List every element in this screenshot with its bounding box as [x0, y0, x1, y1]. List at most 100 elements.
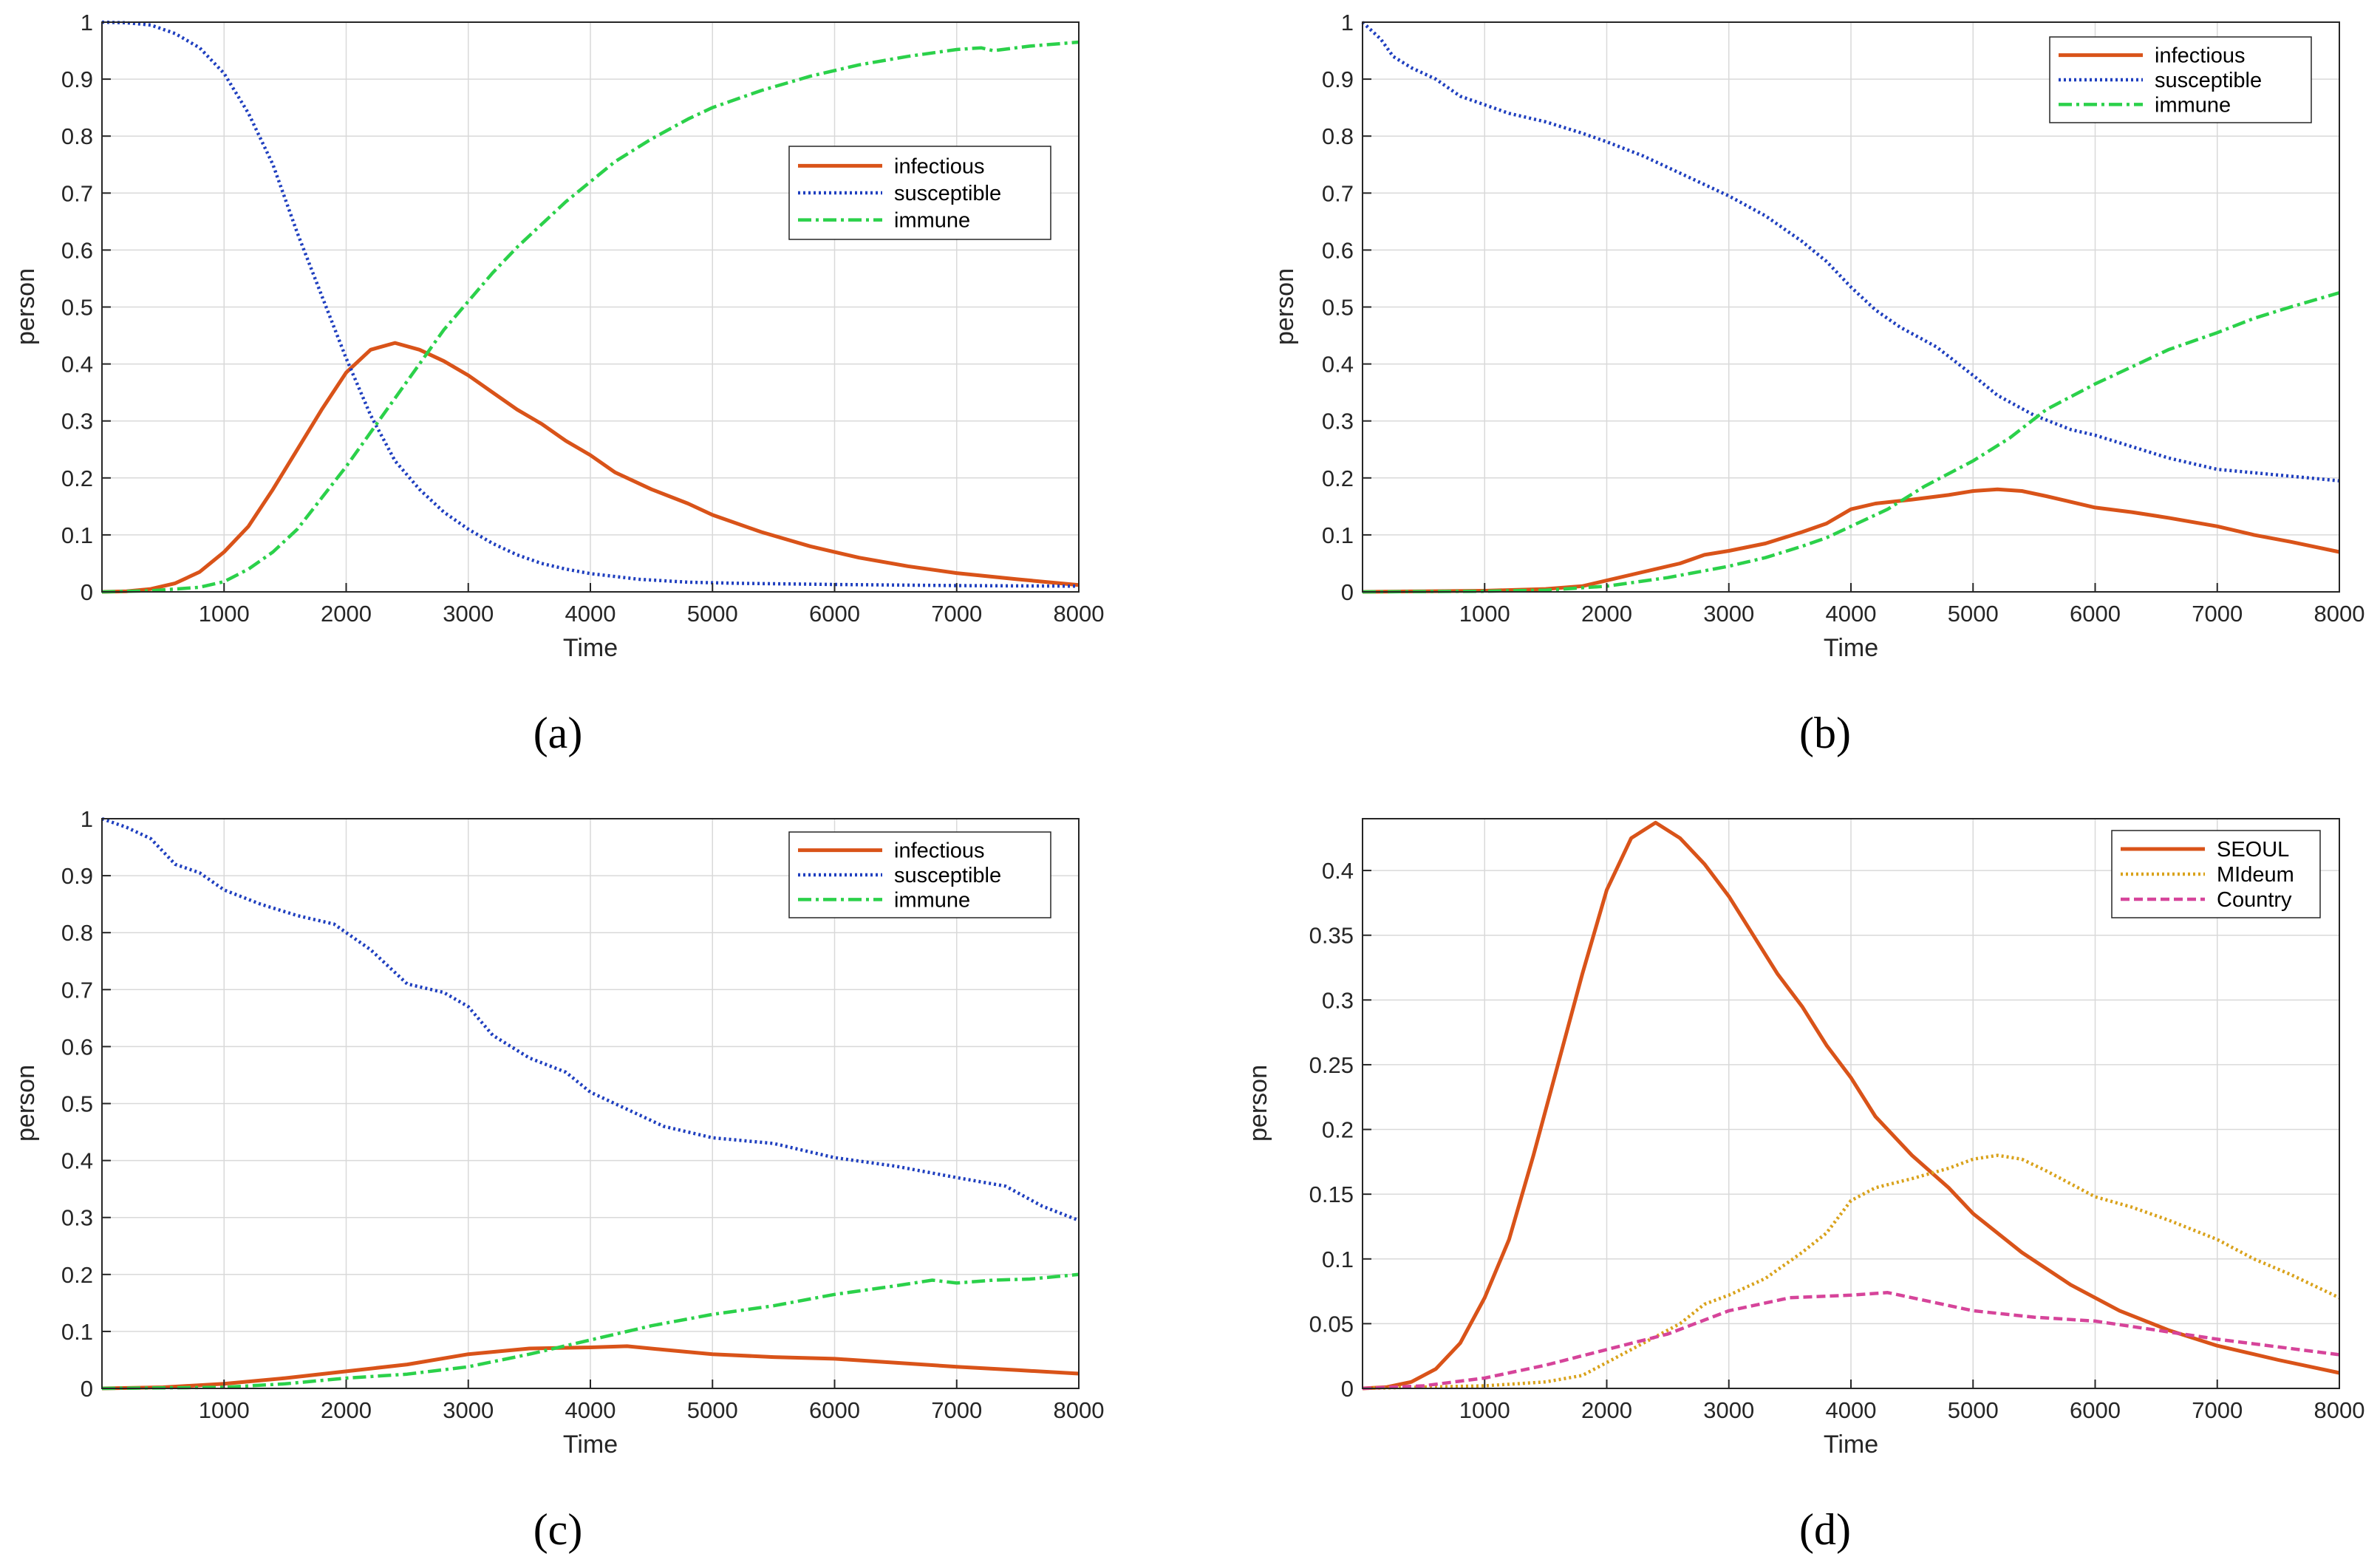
panel-a-legend-label-infectious: infectious	[894, 154, 985, 178]
panel-c-legend-label-infectious: infectious	[894, 839, 985, 863]
panel-d-ytick-label: 0.25	[1309, 1052, 1354, 1078]
panel-d-series-seoul	[1362, 820, 2340, 1391]
panel-c-legend-label-susceptible: susceptible	[894, 864, 1001, 887]
panel-d-ytick-label: 0.4	[1322, 858, 1354, 884]
panel-c-xtick-label: 4000	[565, 1397, 616, 1423]
panel-a-caption: (a)	[533, 709, 583, 757]
panel-d-xtick-label: 5000	[1948, 1397, 1999, 1423]
panel-a-legend-label-immune: immune	[894, 209, 970, 233]
panel-b-ytick-label: 1	[1341, 10, 1354, 35]
panel-a-ytick-label: 0.9	[61, 67, 93, 92]
panel-a-ytick-label: 0.6	[61, 237, 93, 263]
panel-b-xtick-label: 7000	[2192, 601, 2243, 627]
panel-c-xtick-label: 8000	[1054, 1397, 1105, 1423]
panel-c-ticks: 1000 2000 3000 4000 5000 6000 7000 8000 0 0.1 0.2 0…	[61, 806, 1105, 1423]
panel-b-xtick-label: 2000	[1581, 601, 1632, 627]
panel-c-ytick-label: 0.5	[61, 1091, 93, 1117]
panel-a-ytick-label: 0.5	[61, 295, 93, 321]
panel-d-xtick-label: 2000	[1581, 1397, 1632, 1423]
panel-a-series	[101, 20, 1080, 594]
panel-d-xtick-label: 8000	[2314, 1397, 2365, 1423]
panel-b-series	[1361, 21, 2340, 594]
panel-d-xtick-label: 4000	[1826, 1397, 1877, 1423]
panel-b-legend-label-infectious: infectious	[2155, 44, 2246, 68]
panel-c-xtick-label: 1000	[199, 1397, 250, 1423]
panel-b-ytick-label: 0.2	[1322, 466, 1354, 491]
panel-c-ytick-label: 0.1	[61, 1319, 93, 1345]
panel-c-ytick-label: 0	[81, 1376, 93, 1402]
panel-c: 1000 2000 3000 4000 5000 6000 7000 8000 0 0.1 0.2 0…	[12, 806, 1104, 1554]
panel-d-ytick-label: 0.15	[1309, 1182, 1354, 1207]
panel-c-xlabel: Time	[563, 1431, 618, 1459]
panel-c-legend-label-immune: immune	[894, 888, 970, 912]
panel-a-ticks: 1000 2000 3000 4000 5000 6000 7000 8000 0 0.1 0.2 0…	[61, 10, 1105, 627]
panel-d-ytick-label: 0	[1341, 1376, 1354, 1402]
panel-c-ytick-label: 0.8	[61, 920, 93, 946]
panel-c-series	[101, 816, 1080, 1391]
panel-c-xtick-label: 7000	[931, 1397, 982, 1423]
panel-d-ytick-label: 0.35	[1309, 923, 1354, 949]
panel-c-xtick-label: 6000	[809, 1397, 860, 1423]
panel-c-ytick-label: 1	[81, 806, 93, 832]
panel-a-xtick-label: 8000	[1054, 601, 1105, 627]
panel-d-ticks: 1000 2000 3000 4000 5000 6000 7000 8000 0 0.05 0.1…	[1309, 858, 2365, 1423]
panel-b-ytick-label: 0.8	[1322, 123, 1354, 149]
panel-d-legend-label-mideum: MIdeum	[2217, 863, 2294, 887]
panel-b-xtick-label: 4000	[1826, 601, 1877, 627]
panel-c-xtick-label: 3000	[443, 1397, 494, 1423]
panel-a-ytick-label: 0.2	[61, 466, 93, 491]
panel-b-legend-label-susceptible: susceptible	[2155, 69, 2262, 92]
panel-c-ytick-label: 0.2	[61, 1262, 93, 1288]
panel-c-ytick-label: 0.3	[61, 1205, 93, 1231]
panel-a-xtick-label: 3000	[443, 601, 494, 627]
panel-c-caption: (c)	[533, 1505, 583, 1554]
panel-b-xlabel: Time	[1824, 634, 1878, 662]
panel-c-ytick-label: 0.9	[61, 863, 93, 889]
panel-a-ytick-label: 0.1	[61, 522, 93, 548]
panel-c-ylabel: person	[12, 1065, 40, 1142]
panel-d-series-country	[1362, 1291, 2340, 1391]
panel-a-xtick-label: 2000	[321, 601, 372, 627]
panel-a-xtick-label: 4000	[565, 601, 616, 627]
panel-a-xtick-label: 1000	[199, 601, 250, 627]
panel-b-legend-box	[2049, 36, 2312, 123]
panel-a-ytick-label: 1	[81, 10, 93, 35]
panel-b-ytick-label: 0	[1341, 579, 1354, 605]
panel-a-legend-box	[788, 146, 1051, 240]
panel-a-legend-label-susceptible: susceptible	[894, 182, 1001, 205]
panel-c-ytick-label: 0.7	[61, 977, 93, 1003]
panel-d-ytick-label: 0.2	[1322, 1117, 1354, 1143]
panel-b-series-immune	[1362, 291, 2340, 594]
panel-d-ylabel: person	[1244, 1065, 1272, 1142]
panel-b-xtick-label: 8000	[2314, 601, 2365, 627]
panel-b-xtick-label: 6000	[2070, 601, 2121, 627]
panel-d-legend-label-country: Country	[2217, 888, 2292, 912]
panel-a-ylabel: person	[12, 268, 40, 345]
panel-d-ytick-label: 0.3	[1322, 987, 1354, 1013]
panel-a-xlabel: Time	[563, 634, 618, 662]
panel-d-xlabel: Time	[1824, 1431, 1878, 1459]
panel-b-legend-label-immune: immune	[2155, 93, 2231, 117]
panel-d-legend-label-seoul: SEOUL	[2217, 838, 2289, 862]
panel-b-ytick-label: 0.7	[1322, 180, 1354, 206]
panel-a-ytick-label: 0.4	[61, 352, 93, 378]
panel-a-legend: infectious susceptible immune	[788, 146, 1051, 240]
panel-c-xtick-label: 5000	[687, 1397, 738, 1423]
panel-d-xtick-label: 6000	[2070, 1397, 2121, 1423]
panel-c-legend-box	[788, 831, 1051, 918]
panel-a: 1000 2000 3000 4000 5000 6000 7000 8000 0 0.1 0.2 0…	[12, 10, 1104, 757]
panel-d-xtick-label: 1000	[1459, 1397, 1510, 1423]
panel-d-xtick-label: 7000	[2192, 1397, 2243, 1423]
panel-b: 1000 2000 3000 4000 5000 6000 7000 8000 0 0.1 0.2 0…	[1271, 10, 2364, 757]
panel-d: 1000 2000 3000 4000 5000 6000 7000 8000 0 0.05 0.1…	[1244, 818, 2365, 1554]
panel-d-ytick-label: 0.05	[1309, 1311, 1354, 1337]
panel-a-series-susceptible	[101, 20, 1080, 588]
panel-c-xtick-label: 2000	[321, 1397, 372, 1423]
panel-b-ytick-label: 0.9	[1322, 67, 1354, 92]
panel-a-ytick-label: 0.7	[61, 180, 93, 206]
panel-b-caption: (b)	[1799, 709, 1851, 757]
panel-c-series-immune	[101, 1272, 1080, 1391]
